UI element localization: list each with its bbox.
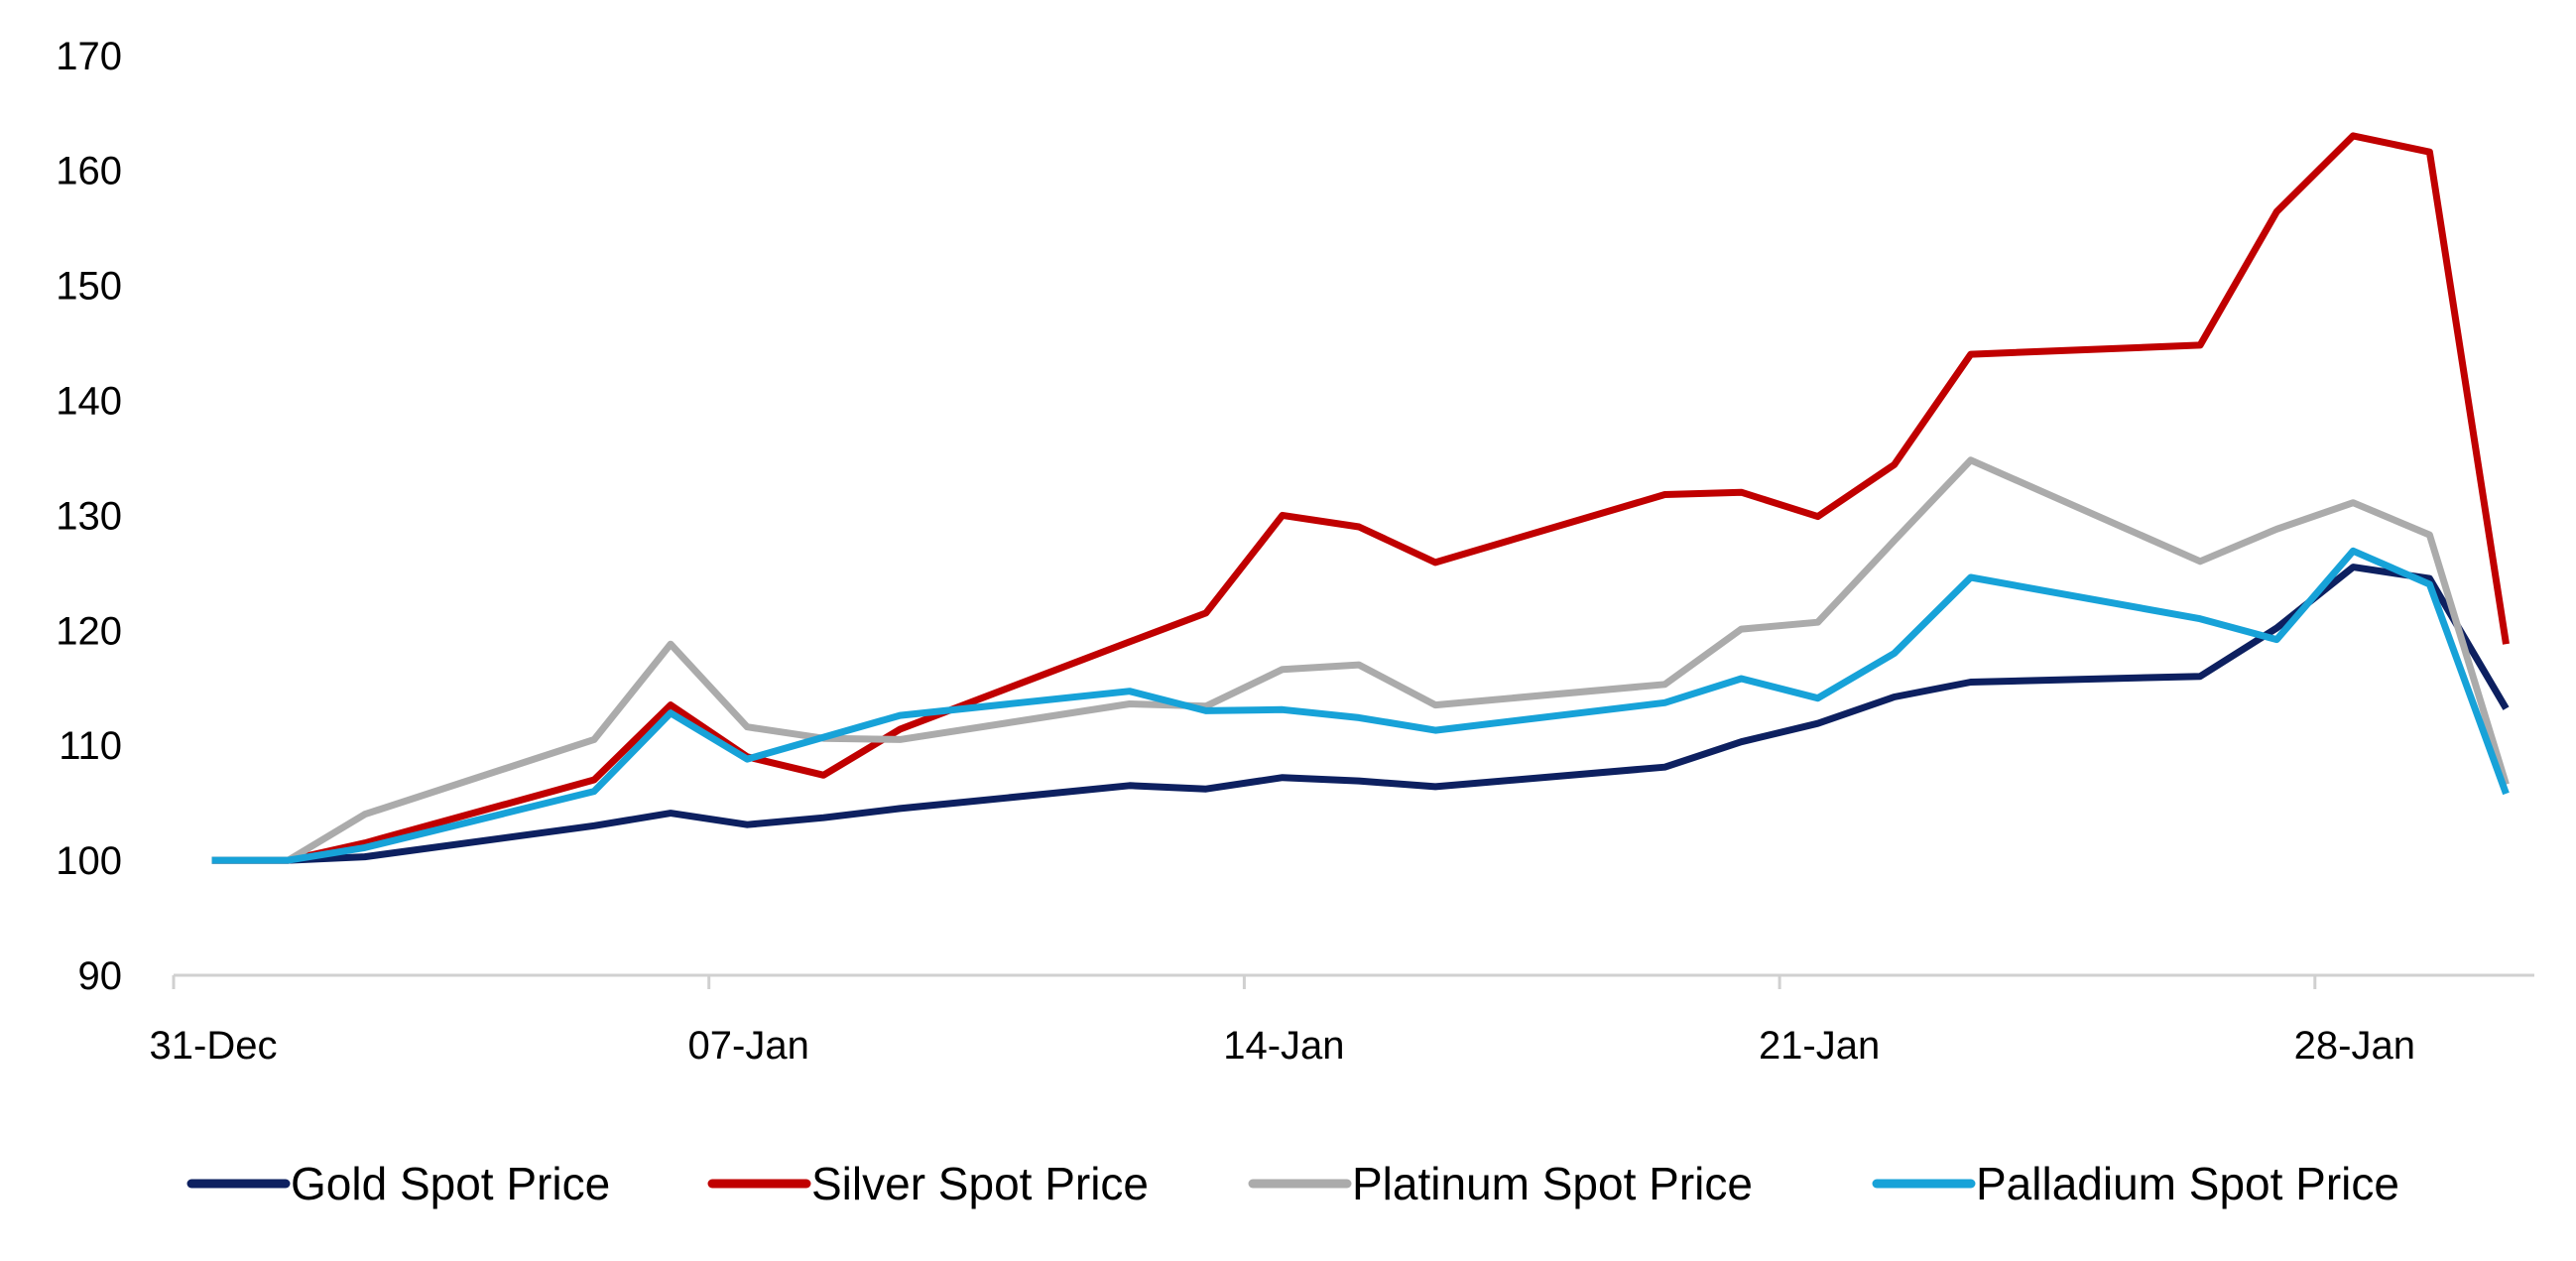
y-tick-label-120: 120 (56, 609, 122, 653)
y-tick-label-90: 90 (78, 954, 123, 998)
y-tick-label-140: 140 (56, 380, 122, 424)
series-lines (211, 132, 2510, 864)
legend-item-silver-spot-price: Silver Spot Price (707, 1158, 1149, 1209)
y-tick-label-130: 130 (56, 494, 122, 538)
x-axis: 31-Dec 07-Jan 14-Jan 21-Jan 28-Jan (150, 973, 2534, 1068)
y-axis-tick-labels: 90 100 110 120 130 140 150 160 170 (56, 35, 122, 998)
y-tick-label-160: 160 (56, 150, 122, 193)
legend-label-gold-spot-price: Gold Spot Price (291, 1158, 610, 1209)
legend-label-palladium-spot-price: Palladium Spot Price (1976, 1158, 2399, 1209)
legend-label-platinum-spot-price: Platinum Spot Price (1352, 1158, 1753, 1209)
y-tick-label-110: 110 (59, 724, 122, 768)
silver-spot-price-line (211, 132, 2510, 864)
legend-item-palladium-spot-price: Palladium Spot Price (1872, 1158, 2399, 1209)
x-tick-label-07-Jan: 07-Jan (688, 1024, 809, 1068)
x-tick-label-31-Dec: 31-Dec (150, 1024, 278, 1068)
legend-label-silver-spot-price: Silver Spot Price (811, 1158, 1149, 1209)
legend-item-gold-spot-price: Gold Spot Price (186, 1158, 610, 1209)
legend-item-platinum-spot-price: Platinum Spot Price (1248, 1158, 1753, 1209)
x-tick-label-14-Jan: 14-Jan (1223, 1024, 1344, 1068)
y-tick-label-100: 100 (56, 839, 122, 883)
x-tick-label-28-Jan: 28-Jan (2294, 1024, 2415, 1068)
legend: Gold Spot Price Silver Spot Price Platinum… (186, 1158, 2399, 1209)
platinum-spot-price-line (211, 456, 2510, 864)
palladium-spot-price-line (211, 547, 2510, 864)
x-tick-label-21-Jan: 21-Jan (1759, 1024, 1880, 1068)
y-tick-label-150: 150 (56, 265, 122, 309)
y-tick-label-170: 170 (56, 35, 122, 78)
gold-spot-price-line (211, 564, 2510, 864)
